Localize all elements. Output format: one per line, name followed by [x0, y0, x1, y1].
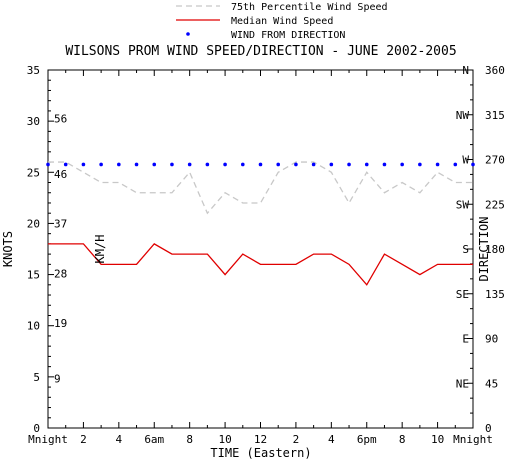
y-axis-label-knots: KNOTS	[1, 231, 15, 267]
kmh-tick-label: 28	[54, 267, 67, 280]
direction-point	[170, 162, 174, 167]
knots-tick-label: 0	[33, 422, 40, 435]
legend-marker-direction	[186, 32, 190, 36]
legend-label: WIND FROM DIRECTION	[231, 30, 345, 41]
direction-point	[152, 162, 157, 167]
direction-point	[63, 162, 68, 167]
direction-point	[205, 162, 210, 167]
knots-tick-label: 25	[27, 166, 40, 179]
knots-tick-label: 35	[27, 64, 40, 77]
direction-point	[187, 162, 192, 167]
kmh-tick-label: 19	[54, 317, 67, 330]
direction-point	[46, 162, 50, 167]
direction-tick-label: 135	[485, 288, 505, 301]
legend-label: 75th Percentile Wind Speed	[231, 2, 388, 13]
knots-tick-label: 30	[27, 115, 40, 128]
x-tick-label: 10	[218, 433, 231, 446]
compass-tick-label: NW	[456, 109, 470, 122]
series-layer	[46, 161, 475, 286]
y-axis-label-kmh: KM/H	[93, 235, 107, 264]
direction-point	[382, 162, 387, 167]
direction-point	[258, 162, 263, 167]
legend: 75th Percentile Wind Speed Median Wind Sp…	[176, 2, 388, 41]
direction-point	[329, 162, 334, 167]
x-tick-label: 2	[293, 433, 300, 446]
chart-title: WILSONS PROM WIND SPEED/DIRECTION - JUNE…	[65, 44, 456, 59]
direction-point	[347, 162, 351, 167]
tick-labels: Mnight 2 4 6am 8 10 12 2 4 6pm 8 10 Mnight0510152025…	[27, 64, 505, 446]
knots-tick-label: 10	[27, 320, 40, 333]
direction-point	[435, 162, 440, 167]
plot-frame	[47, 69, 474, 429]
direction-point	[364, 162, 369, 167]
kmh-tick-label: 56	[54, 113, 67, 126]
direction-point	[471, 162, 475, 167]
compass-tick-label: NE	[456, 377, 469, 390]
compass-tick-label: N	[462, 64, 469, 77]
x-tick-label: 4	[116, 433, 123, 446]
knots-tick-label: 15	[27, 269, 40, 282]
direction-point	[81, 162, 86, 167]
direction-point	[453, 162, 458, 167]
x-tick-label: 12	[254, 433, 267, 446]
direction-tick-label: 270	[485, 154, 505, 167]
x-tick-label: 4	[328, 433, 335, 446]
direction-tick-label: 0	[485, 422, 492, 435]
x-tick-label: 8	[399, 433, 406, 446]
direction-point	[223, 162, 227, 167]
x-tick-label: 6am	[144, 433, 164, 446]
x-tick-label: 8	[186, 433, 193, 446]
direction-point	[99, 162, 103, 167]
compass-tick-label: S	[462, 243, 469, 256]
direction-tick-label: 225	[485, 198, 505, 211]
x-tick-label: Mnight	[453, 433, 493, 446]
kmh-tick-label: 46	[54, 168, 67, 181]
direction-tick-label: 45	[485, 377, 498, 390]
direction-point	[400, 162, 404, 167]
tick-marks	[47, 69, 474, 429]
direction-tick-label: 360	[485, 64, 505, 77]
direction-point	[418, 162, 422, 167]
x-tick-label: 2	[80, 433, 87, 446]
direction-tick-label: 315	[485, 109, 505, 122]
kmh-tick-label: 9	[54, 372, 61, 385]
kmh-tick-label: 37	[54, 218, 67, 231]
legend-label: Median Wind Speed	[231, 16, 333, 27]
direction-tick-label: 90	[485, 333, 498, 346]
compass-tick-label: SE	[456, 288, 469, 301]
direction-point	[294, 162, 298, 167]
knots-tick-label: 5	[33, 371, 40, 384]
x-tick-label: Mnight	[28, 433, 68, 446]
compass-tick-label: E	[462, 333, 469, 346]
direction-point	[311, 162, 316, 167]
compass-tick-label: SW	[456, 198, 470, 211]
x-tick-label: 10	[431, 433, 444, 446]
direction-point	[240, 162, 245, 167]
x-axis-label: TIME (Eastern)	[210, 446, 311, 460]
direction-point	[276, 162, 281, 167]
compass-tick-label: W	[462, 154, 469, 167]
direction-point	[134, 162, 139, 167]
knots-tick-label: 20	[27, 217, 40, 230]
y-axis-label-direction: DIRECTION	[477, 216, 491, 281]
direction-tick-label: 180	[485, 243, 505, 256]
x-tick-label: 6pm	[357, 433, 377, 446]
series-75th-percentile-line	[48, 161, 473, 215]
direction-point	[117, 162, 121, 167]
series-median-line	[48, 243, 473, 286]
